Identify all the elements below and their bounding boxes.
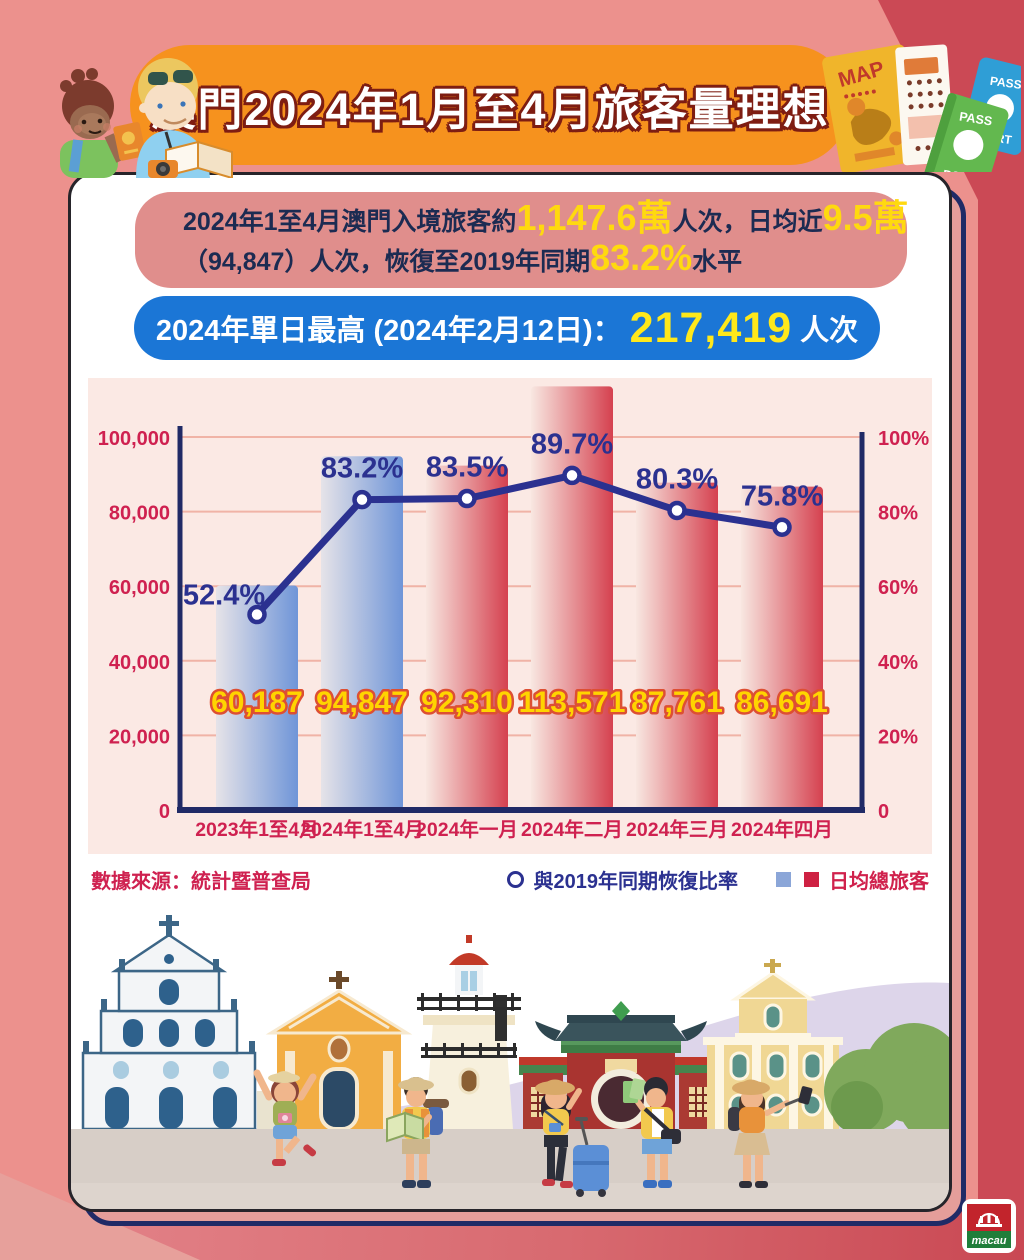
pct-label: 75.8% (741, 480, 823, 512)
summary-box: 2024年1至4月澳門入境旅客約1,147.6萬人次，日均近9.5萬 （94,8… (135, 192, 909, 288)
summary-highlight-recovery: 83.2% (590, 237, 693, 278)
recovery-rate-line (253, 471, 786, 619)
y-tick-label-right: 40% (878, 652, 918, 674)
summary-text: 水平 (692, 248, 743, 276)
y-tick-label-right: 100% (878, 428, 929, 450)
y-tick-label-right: 60% (878, 577, 918, 599)
line-point (247, 604, 267, 625)
pct-label: 83.2% (321, 453, 403, 485)
pct-label: 89.7% (531, 428, 613, 460)
bar-2024年二月 (531, 386, 613, 810)
passport-label: PASS (989, 74, 1021, 92)
bar-value-label: 60,187 (211, 686, 303, 719)
record-banner: 2024年單日最高 (2024年2月12日)： 217,419 人次 (134, 296, 880, 360)
bar-2024年三月 (636, 482, 718, 810)
summary-line-2: （94,847）人次，恢復至2019年同期83.2%水平 (183, 240, 907, 280)
bar-value-label: 86,691 (736, 686, 828, 719)
record-unit: 人次 (800, 315, 859, 347)
tourist-jumping-girl-icon (253, 1069, 317, 1166)
y-tick-label-left: 20,000 (109, 726, 170, 748)
summary-text: （94,847）人次，恢復至2019年同期 (183, 248, 591, 276)
y-tick-label-left: 60,000 (109, 577, 170, 599)
bar-legend-label: 日均總旅客 (829, 871, 929, 893)
pct-label: 52.4% (183, 580, 265, 612)
st-dominics-icon (703, 959, 843, 1129)
y-tick-label-left: 80,000 (109, 503, 170, 525)
summary-line-1: 2024年1至4月澳門入境旅客約1,147.6萬人次，日均近9.5萬 (183, 196, 909, 240)
passport-label: PORT (942, 167, 979, 172)
st-pauls-ruins-icon (81, 915, 293, 1131)
bar-value-label: 92,310 (421, 686, 513, 719)
bar-2024年四月 (741, 486, 823, 810)
summary-highlight-total: 1,147.6萬 (516, 196, 673, 238)
data-source: 數據來源：統計暨普查局 (91, 871, 311, 893)
bar-value-label: 94,847 (316, 686, 408, 719)
pct-label: 80.3% (636, 463, 718, 495)
line-point (667, 500, 687, 521)
bar-2024年一月 (426, 465, 508, 810)
bar-value-label: 87,761 (631, 686, 723, 719)
line-point (352, 489, 372, 510)
bar-2023年1至4月 (216, 585, 298, 810)
bushes-icon (824, 1023, 949, 1145)
tourist-map-man-icon (386, 1077, 449, 1188)
x-tick-label: 2024年1至4月 (300, 818, 424, 841)
summary-text: 人次，日均近 (672, 207, 823, 236)
bar-2024年1至4月 (321, 456, 403, 810)
record-label: 2024年單日最高 (2024年2月12日)： (155, 315, 622, 347)
chart-panel: 100,000 80,000 60,000 40,000 20,000 0 100% 80% 6… (88, 378, 932, 854)
passport-green-icon: PASS PORT (923, 92, 1009, 172)
phone-icon (798, 1086, 813, 1105)
page-title: 澳門2024年1月至4月旅客量理想 (150, 83, 830, 135)
pct-label: 83.5% (426, 452, 508, 484)
summary-highlight-daily: 9.5萬 (822, 196, 909, 238)
x-tick-label: 2023年1至4月 (195, 818, 319, 841)
visitor-chart: 100,000 80,000 60,000 40,000 20,000 0 100% 80% 6… (98, 386, 929, 841)
x-tick-label: 2024年四月 (731, 818, 833, 841)
logo-text: macau (972, 1235, 1007, 1247)
line-legend-label: 與2019年同期恢復比率 (533, 871, 739, 893)
tourist-ticket-man-icon (623, 1077, 681, 1188)
x-tick-label: 2024年三月 (626, 818, 728, 841)
line-point (562, 465, 582, 486)
line-point (772, 517, 792, 538)
y-tick-label-left: 0 (159, 801, 170, 823)
macau-logo: macau (962, 1199, 1016, 1253)
record-value: 217,419 (629, 303, 793, 352)
y-tick-label-left: 40,000 (109, 652, 170, 674)
sunglasses-icon (148, 72, 168, 85)
line-legend-marker-icon (506, 871, 524, 888)
tourists-illustration-left (60, 58, 233, 178)
bar-value-label: 113,571 (519, 686, 626, 719)
bar-legend-red-icon (804, 872, 819, 887)
passport-icon (113, 122, 146, 161)
line-point (457, 488, 477, 509)
legend-row: 數據來源：統計暨普查局 與2019年同期恢復比率 日均總旅客 (91, 865, 929, 894)
tourist-suitcase-woman-icon (535, 1079, 609, 1197)
suitcase-icon (573, 1145, 609, 1191)
main-card: 2024年1至4月澳門入境旅客約1,147.6萬人次，日均近9.5萬 （94,8… (68, 172, 952, 1212)
macau-landmarks-illustration (71, 915, 949, 1209)
y-tick-label-right: 20% (878, 726, 918, 748)
title-banner: 澳門2024年1月至4月旅客量理想 (130, 45, 850, 165)
tourist-selfie-woman-icon (728, 1079, 813, 1188)
background-right-band (978, 0, 1024, 1260)
y-tick-label-right: 0 (878, 801, 889, 823)
ground-front (71, 1183, 949, 1209)
y-tick-label-left: 100,000 (98, 428, 170, 450)
passport-label: PASS (958, 110, 993, 129)
chart-legend: 與2019年同期恢復比率 日均總旅客 (506, 865, 929, 894)
travel-items-illustration: MAP PASS PORT PASS PORT (822, 44, 1021, 172)
y-tick-label-right: 80% (878, 503, 918, 525)
summary-text: 2024年1至4月澳門入境旅客約 (183, 207, 517, 236)
x-tick-label: 2024年一月 (416, 818, 518, 841)
bar-legend-blue-icon (776, 872, 791, 887)
x-tick-label: 2024年二月 (521, 818, 623, 841)
